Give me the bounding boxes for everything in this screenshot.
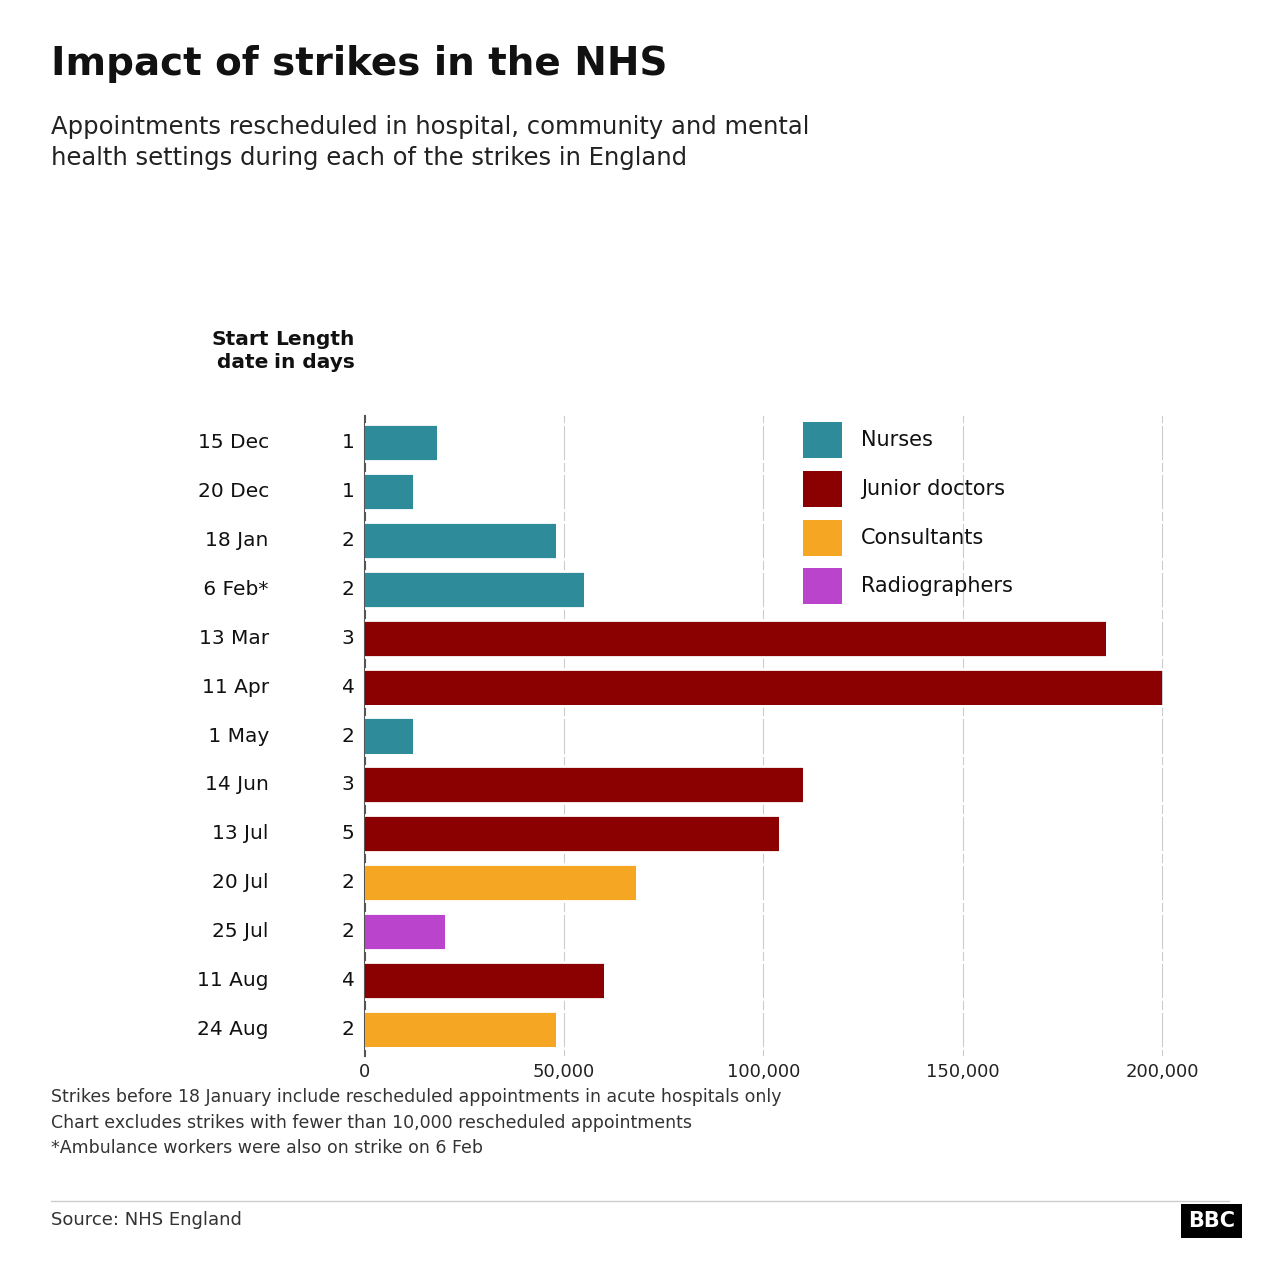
Text: 4: 4 <box>342 677 355 696</box>
Bar <box>365 620 1106 657</box>
Text: 2: 2 <box>342 580 355 599</box>
Bar <box>365 815 780 852</box>
Bar <box>365 963 604 998</box>
Bar <box>365 474 412 509</box>
Text: 2: 2 <box>342 873 355 892</box>
Text: BBC: BBC <box>1188 1211 1235 1231</box>
Bar <box>365 767 804 803</box>
Bar <box>365 1011 556 1047</box>
Text: 11 Apr: 11 Apr <box>202 677 269 696</box>
Text: 13 Mar: 13 Mar <box>198 628 269 648</box>
Text: 2: 2 <box>342 531 355 550</box>
Bar <box>365 425 436 461</box>
Text: Length
in days: Length in days <box>274 330 355 372</box>
Bar <box>365 913 444 950</box>
Text: 2: 2 <box>342 922 355 941</box>
Text: 3: 3 <box>342 776 355 795</box>
Bar <box>365 864 636 901</box>
Text: 24 Aug: 24 Aug <box>197 1020 269 1038</box>
Text: 1: 1 <box>342 483 355 502</box>
Text: 25 Jul: 25 Jul <box>212 922 269 941</box>
Text: 2: 2 <box>342 1020 355 1038</box>
Bar <box>365 522 556 559</box>
Text: 5: 5 <box>342 824 355 844</box>
Text: Start
 date: Start date <box>210 330 269 372</box>
Text: 15 Dec: 15 Dec <box>197 434 269 452</box>
Text: Nurses: Nurses <box>860 430 933 451</box>
Text: 1: 1 <box>342 434 355 452</box>
Bar <box>365 718 412 754</box>
Text: 6 Feb*: 6 Feb* <box>197 580 269 599</box>
Text: 13 Jul: 13 Jul <box>212 824 269 844</box>
Text: 4: 4 <box>342 970 355 989</box>
Text: 11 Aug: 11 Aug <box>197 970 269 989</box>
Text: Appointments rescheduled in hospital, community and mental
health settings durin: Appointments rescheduled in hospital, co… <box>51 115 809 170</box>
Text: Source: NHS England: Source: NHS England <box>51 1211 242 1229</box>
Text: Strikes before 18 January include rescheduled appointments in acute hospitals on: Strikes before 18 January include resche… <box>51 1088 782 1157</box>
Text: Radiographers: Radiographers <box>860 576 1012 596</box>
Text: 1 May: 1 May <box>201 727 269 745</box>
Text: Impact of strikes in the NHS: Impact of strikes in the NHS <box>51 45 668 83</box>
Bar <box>365 571 584 608</box>
Text: 2: 2 <box>342 727 355 745</box>
Text: 14 Jun: 14 Jun <box>205 776 269 795</box>
Text: Junior doctors: Junior doctors <box>860 479 1005 499</box>
Text: 3: 3 <box>342 628 355 648</box>
Text: 20 Dec: 20 Dec <box>197 483 269 502</box>
Text: Consultants: Consultants <box>860 527 984 548</box>
Text: 18 Jan: 18 Jan <box>205 531 269 550</box>
Bar <box>365 669 1162 705</box>
Text: 20 Jul: 20 Jul <box>212 873 269 892</box>
